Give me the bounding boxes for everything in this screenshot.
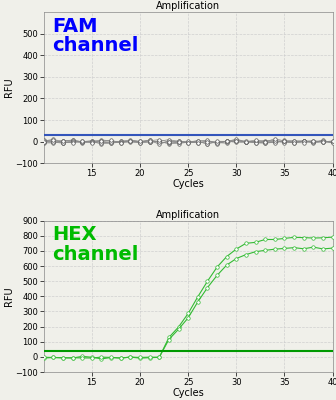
Title: Amplification: Amplification [156,210,220,220]
Y-axis label: RFU: RFU [4,78,14,98]
Text: HEX
channel: HEX channel [52,225,139,264]
Y-axis label: RFU: RFU [4,286,14,306]
Text: FAM
channel: FAM channel [52,16,139,55]
X-axis label: Cycles: Cycles [172,179,204,189]
X-axis label: Cycles: Cycles [172,388,204,398]
Title: Amplification: Amplification [156,1,220,11]
